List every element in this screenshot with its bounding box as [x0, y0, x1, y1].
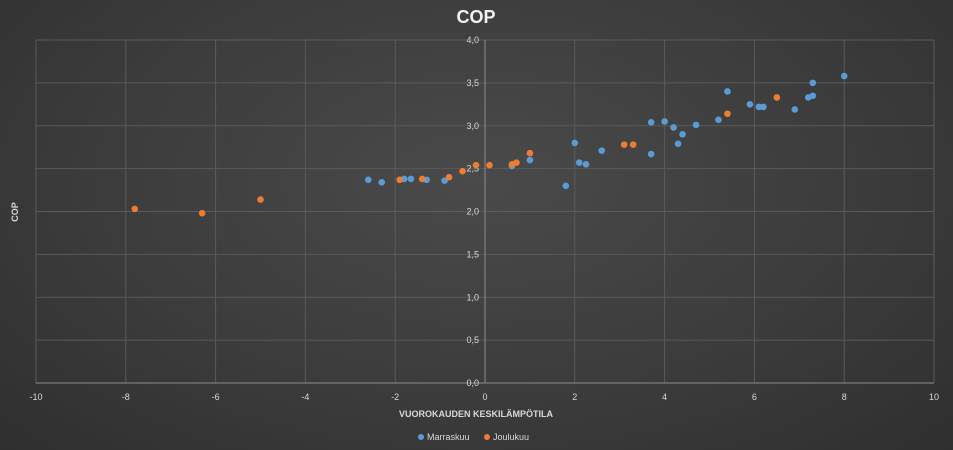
point-marraskuu — [582, 161, 590, 168]
y-tick-label: 3,0 — [466, 121, 479, 131]
point-marraskuu — [647, 119, 655, 126]
x-tick-label: 2 — [572, 392, 577, 402]
point-marraskuu — [364, 176, 372, 184]
x-tick-label: 10 — [929, 392, 939, 402]
point-joulukuu — [724, 110, 731, 118]
point-joulukuu — [445, 173, 453, 181]
chart-title: COP — [456, 7, 495, 27]
point-marraskuu — [407, 175, 415, 183]
point-marraskuu — [715, 116, 722, 124]
axes — [36, 40, 934, 384]
point-joulukuu — [472, 161, 480, 169]
point-marraskuu — [647, 150, 655, 158]
y-tick-label: 2,0 — [466, 207, 479, 217]
point-marraskuu — [562, 182, 570, 190]
point-marraskuu — [809, 92, 817, 100]
legend: Marraskuu Joulukuu — [418, 432, 529, 442]
point-joulukuu — [486, 161, 493, 169]
legend-label-joulukuu: Joulukuu — [493, 432, 529, 442]
point-marraskuu — [571, 139, 579, 147]
point-marraskuu — [441, 177, 448, 184]
y-tick-label: 0,5 — [466, 335, 479, 345]
x-tick-label: -2 — [391, 392, 399, 402]
x-tick-label: -4 — [301, 392, 309, 402]
point-marraskuu — [679, 131, 686, 138]
point-joulukuu — [513, 159, 520, 166]
point-marraskuu — [670, 124, 677, 131]
point-marraskuu — [760, 103, 767, 111]
x-axis-label: VUOROKAUDEN KESKILÄMPÖTILA — [399, 409, 554, 419]
legend-label-marraskuu: Marraskuu — [427, 432, 470, 442]
point-joulukuu — [396, 176, 403, 184]
y-tick-label: 1,0 — [466, 292, 479, 302]
point-marraskuu — [692, 121, 700, 129]
x-tick-label: -8 — [122, 392, 130, 402]
x-tick-label: -10 — [29, 392, 42, 402]
x-tick-label: 6 — [752, 392, 757, 402]
point-marraskuu — [598, 147, 606, 154]
y-tick-label: 1,5 — [466, 249, 479, 259]
point-marraskuu — [746, 101, 754, 108]
point-joulukuu — [131, 205, 139, 213]
y-tick-label: 3,5 — [466, 78, 479, 88]
point-marraskuu — [526, 156, 534, 164]
point-joulukuu — [257, 196, 264, 203]
point-marraskuu — [575, 159, 583, 166]
point-marraskuu — [724, 88, 731, 95]
y-axis-label: COP — [10, 202, 20, 222]
x-tick-label: 0 — [482, 392, 487, 402]
point-joulukuu — [620, 141, 628, 148]
point-marraskuu — [809, 79, 817, 87]
point-joulukuu — [198, 209, 206, 217]
point-marraskuu — [840, 72, 848, 80]
legend-marker-marraskuu — [418, 434, 424, 440]
point-joulukuu — [459, 167, 466, 175]
point-marraskuu — [378, 179, 386, 186]
legend-marker-joulukuu — [484, 434, 490, 440]
point-joulukuu — [418, 175, 426, 183]
point-joulukuu — [629, 141, 637, 148]
data-points — [131, 72, 848, 217]
point-marraskuu — [661, 118, 668, 125]
point-joulukuu — [526, 149, 534, 157]
y-tick-label: 2,5 — [466, 164, 479, 174]
y-tick-label: 4,0 — [466, 35, 479, 45]
x-tick-label: -6 — [212, 392, 220, 402]
point-joulukuu — [773, 94, 781, 101]
x-tick-label: 4 — [662, 392, 667, 402]
x-tick-label: 8 — [842, 392, 847, 402]
tick-labels: -10 -8 -6 -4 -2 0 2 4 6 8 10 0,0 0,5 1,0 1,5 2,0 2,5 3,0 3… — [29, 35, 939, 402]
y-tick-label: 0,0 — [466, 378, 479, 388]
point-marraskuu — [791, 106, 799, 113]
point-marraskuu — [674, 140, 682, 148]
